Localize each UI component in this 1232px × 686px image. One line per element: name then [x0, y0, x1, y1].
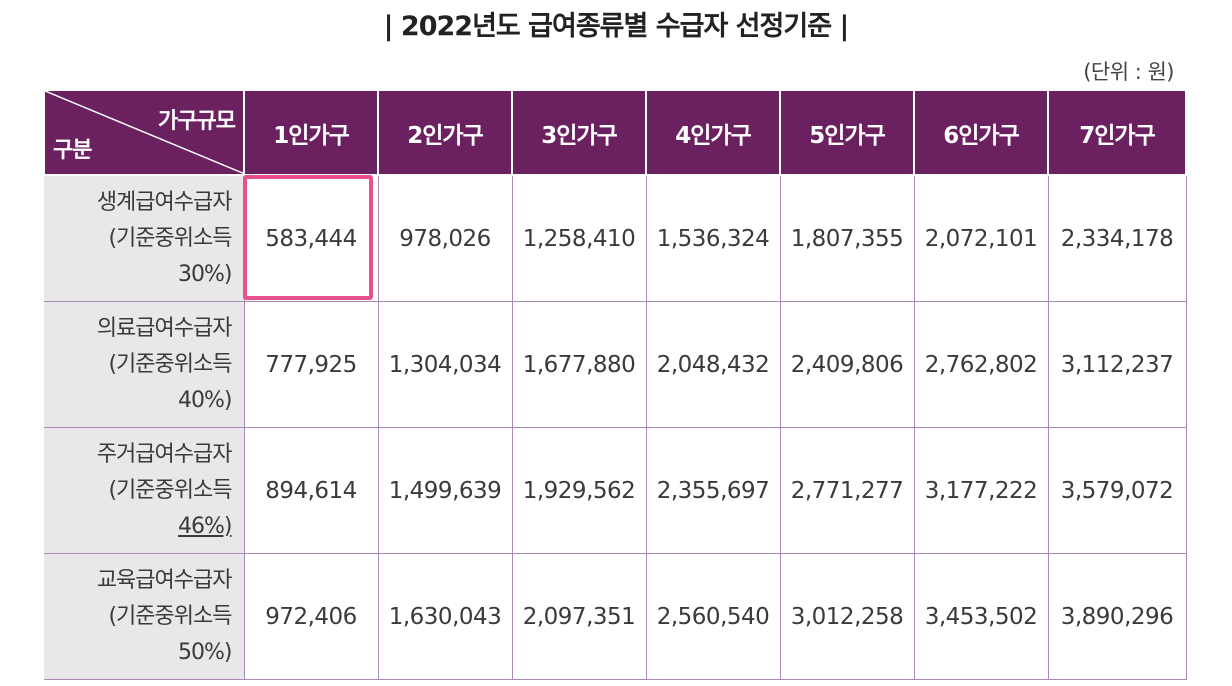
table-cell: 3,112,237 [1047, 301, 1187, 428]
table-cell: 1,807,355 [779, 174, 915, 302]
row-label-line: 40%) [178, 387, 232, 413]
table-cell: 1,536,324 [645, 174, 781, 302]
table-title: | 2022년도 급여종류별 수급자 선정기준 | [383, 11, 850, 42]
row-label-line: 주거급여수급자 [96, 441, 233, 467]
corner-category-label: 구분 [53, 138, 92, 163]
table-cell: 1,630,043 [377, 553, 513, 680]
row-label-line: 교육급여수급자 [96, 567, 233, 593]
table-cell: 2,097,351 [511, 553, 647, 680]
unit-label: (단위 : 원) [1083, 60, 1174, 84]
table-cell: 1,304,034 [377, 301, 513, 428]
row-label-line: 46%) [178, 513, 232, 539]
row-label-line: (기준중위소득 [108, 225, 232, 251]
table-cell: 972,406 [243, 553, 379, 680]
row-label-line: 생계급여수급자 [96, 189, 233, 215]
table-cell: 2,409,806 [779, 301, 915, 428]
table-cell: 3,453,502 [913, 553, 1049, 680]
table-row: 주거급여수급자 (기준중위소득 46%) 894,614 1,499,639 1… [44, 427, 1187, 554]
table-cell: 2,072,101 [913, 174, 1049, 302]
row-label-line: 의료급여수급자 [96, 315, 233, 341]
table-cell: 777,925 [243, 301, 379, 428]
corner-header-cell: 가구규모 구분 [43, 89, 245, 176]
table-cell: 3,579,072 [1047, 427, 1187, 554]
table-cell: 3,177,222 [913, 427, 1049, 554]
table-cell: 894,614 [243, 427, 379, 554]
column-header: 6인가구 [913, 89, 1049, 176]
table-cell: 1,677,880 [511, 301, 647, 428]
table-row: 교육급여수급자 (기준중위소득 50%) 972,406 1,630,043 2… [44, 553, 1187, 680]
table-cell: 978,026 [377, 174, 513, 302]
column-header: 4인가구 [645, 89, 781, 176]
table-cell: 3,890,296 [1047, 553, 1187, 680]
table-cell: 2,560,540 [645, 553, 781, 680]
table-row: 의료급여수급자 (기준중위소득 40%) 777,925 1,304,034 1… [44, 301, 1187, 428]
column-header: 3인가구 [511, 89, 647, 176]
table-cell: 2,771,277 [779, 427, 915, 554]
row-header-cell: 교육급여수급자 (기준중위소득 50%) [44, 553, 245, 680]
column-header: 5인가구 [779, 89, 915, 176]
table-cell: 3,012,258 [779, 553, 915, 680]
table-cell: 1,499,639 [377, 427, 513, 554]
corner-household-size-label: 가구규모 [158, 109, 236, 134]
diagonal-divider [45, 91, 245, 174]
table-cell: 583,444 [243, 174, 379, 302]
table-cell: 2,355,697 [645, 427, 781, 554]
column-header: 2인가구 [377, 89, 513, 176]
table-cell: 2,334,178 [1047, 174, 1187, 302]
row-label-line: (기준중위소득 [108, 477, 232, 503]
row-label-line: 30%) [178, 261, 232, 287]
table-cell: 1,258,410 [511, 174, 647, 302]
eligibility-table: 가구규모 구분 1인가구 2인가구 3인가구 4인가구 5인가구 6인가구 7인… [43, 89, 1187, 680]
column-header: 7인가구 [1047, 89, 1187, 176]
row-label-line: 50%) [178, 639, 232, 665]
table-row: 생계급여수급자 (기준중위소득 30%) 583,444 978,026 1,2… [44, 174, 1187, 302]
table-cell: 1,929,562 [511, 427, 647, 554]
column-header: 1인가구 [243, 89, 379, 176]
row-header-cell: 주거급여수급자 (기준중위소득 46%) [44, 427, 245, 554]
row-header-cell: 생계급여수급자 (기준중위소득 30%) [44, 174, 245, 302]
row-header-cell: 의료급여수급자 (기준중위소득 40%) [44, 301, 245, 428]
table-cell: 2,762,802 [913, 301, 1049, 428]
row-label-line: (기준중위소득 [108, 603, 232, 629]
header-row: 가구규모 구분 1인가구 2인가구 3인가구 4인가구 5인가구 6인가구 7인… [43, 89, 1187, 176]
row-label-line: (기준중위소득 [108, 351, 232, 377]
table-cell: 2,048,432 [645, 301, 781, 428]
